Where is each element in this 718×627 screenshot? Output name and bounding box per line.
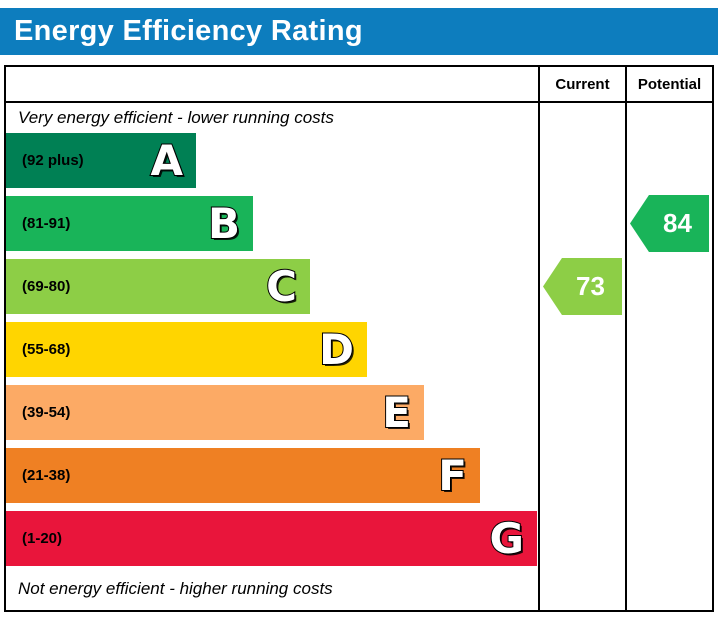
band-row-f: (21-38) F [6, 448, 480, 503]
potential-value: 84 [663, 208, 692, 238]
band-range-label: (69-80) [22, 278, 71, 295]
band-letter: C [265, 261, 298, 311]
band-letter: F [437, 450, 468, 500]
band-row-e: (39-54) E [6, 385, 424, 440]
band-range-label: (39-54) [22, 404, 71, 421]
band-row-a: (92 plus) A [6, 133, 196, 188]
bands-area: Very energy efficient - lower running co… [6, 103, 540, 610]
energy-rating-chart: Current Potential Very energy efficient … [4, 65, 714, 612]
band-row-d: (55-68) D [6, 322, 367, 377]
column-header-current: Current [540, 67, 627, 103]
band-row-b: (81-91) B [6, 196, 253, 251]
current-value: 73 [576, 271, 605, 301]
header-spacer [6, 67, 540, 103]
band-range-label: (81-91) [22, 215, 71, 232]
band-row-c: (69-80) C [6, 259, 310, 314]
page-title: Energy Efficiency Rating [14, 15, 363, 47]
title-banner: Energy Efficiency Rating [0, 8, 718, 55]
band-range-label: (1-20) [22, 530, 63, 547]
potential-column: 84 [627, 103, 712, 610]
column-header-potential: Potential [627, 67, 712, 103]
caption-bottom: Not energy efficient - higher running co… [18, 579, 333, 598]
current-column: 73 [540, 103, 627, 610]
potential-arrow: 84 [630, 195, 709, 252]
band-letter: E [381, 387, 412, 437]
current-arrow: 73 [543, 258, 622, 315]
band-range-label: (55-68) [22, 341, 71, 358]
band-letter: A [149, 135, 183, 185]
band-row-g: (1-20) G [6, 511, 537, 566]
band-letter: B [207, 198, 241, 248]
band-letter: D [318, 324, 355, 374]
band-range-label: (92 plus) [22, 152, 84, 169]
caption-top: Very energy efficient - lower running co… [18, 108, 334, 127]
band-range-label: (21-38) [22, 467, 71, 484]
band-letter: G [489, 513, 526, 563]
